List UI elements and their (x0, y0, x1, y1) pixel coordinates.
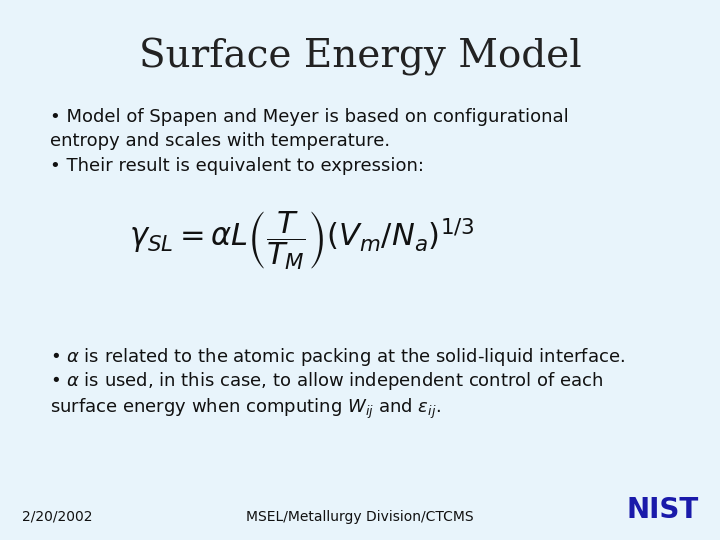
Text: • $\alpha$ is related to the atomic packing at the solid-liquid interface.: • $\alpha$ is related to the atomic pack… (50, 346, 625, 368)
Text: 2/20/2002: 2/20/2002 (22, 510, 92, 524)
Text: • $\alpha$ is used, in this case, to allow independent control of each: • $\alpha$ is used, in this case, to all… (50, 370, 604, 392)
Text: surface energy when computing $W_{ij}$ and $\varepsilon_{ij}$.: surface energy when computing $W_{ij}$ a… (50, 397, 441, 421)
Text: • Their result is equivalent to expression:: • Their result is equivalent to expressi… (50, 157, 424, 174)
Text: entropy and scales with temperature.: entropy and scales with temperature. (50, 132, 390, 150)
Text: MSEL/Metallurgy Division/CTCMS: MSEL/Metallurgy Division/CTCMS (246, 510, 474, 524)
Text: • Model of Spapen and Meyer is based on configurational: • Model of Spapen and Meyer is based on … (50, 108, 569, 126)
Text: $\gamma_{SL} = \alpha L \left( \dfrac{T}{T_M} \right) \left( V_m / N_a \right)^{: $\gamma_{SL} = \alpha L \left( \dfrac{T}… (130, 209, 475, 272)
Text: Surface Energy Model: Surface Energy Model (139, 38, 581, 76)
Text: NIST: NIST (626, 496, 698, 524)
